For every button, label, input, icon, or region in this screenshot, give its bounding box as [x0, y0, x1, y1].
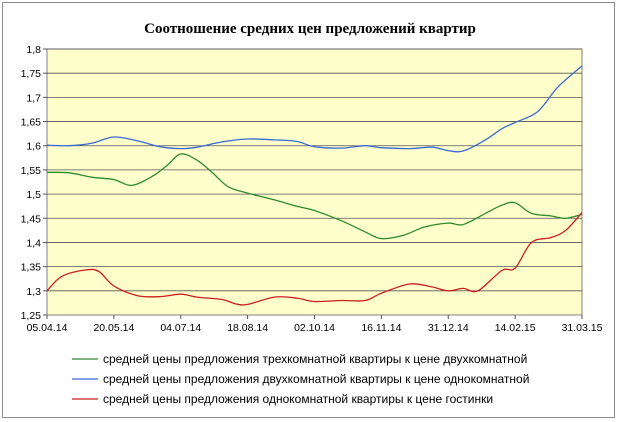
series-line-1 — [46, 153, 583, 240]
x-tick-label: 31.03.15 — [562, 322, 603, 334]
y-tick-label: 1,4 — [26, 237, 41, 249]
y-tick-label: 1,25 — [21, 310, 42, 322]
y-tick-label: 1,75 — [21, 68, 42, 80]
x-tick-label: 02.10.14 — [294, 322, 335, 334]
y-tick-label: 1,35 — [21, 262, 42, 274]
x-tick-label: 05.04.14 — [27, 322, 68, 334]
y-tick-label: 1,6 — [26, 141, 41, 153]
x-tick-label: 20.05.14 — [93, 322, 134, 334]
x-tick-label: 18.08.14 — [227, 322, 268, 334]
legend-label-1: средней цены предложения трехкомнатной к… — [103, 352, 527, 366]
x-tick-label: 16.11.14 — [361, 322, 401, 334]
plot-area — [46, 48, 583, 316]
x-tick-label: 31.12.14 — [428, 322, 469, 334]
y-tick-label: 1,7 — [26, 92, 41, 104]
y-tick-label: 1,5 — [26, 189, 41, 201]
series-line-2 — [46, 65, 583, 153]
series-line-3 — [46, 212, 583, 306]
legend-label-2: средней цены предложения двухкомнатной к… — [103, 372, 529, 386]
legend-label-3: средней цены предложения однокомнатной к… — [103, 392, 493, 406]
y-tick-label: 1,3 — [26, 286, 41, 298]
x-tick-label: 14.02.15 — [495, 322, 536, 334]
y-tick-label: 1,8 — [26, 44, 41, 56]
y-tick-label: 1,65 — [21, 117, 42, 129]
y-tick-label: 1,45 — [21, 213, 42, 225]
x-tick-label: 04.07.14 — [160, 322, 201, 334]
chart-title: Соотношение средних цен предложений квар… — [144, 21, 476, 37]
y-tick-label: 1,55 — [21, 165, 42, 177]
